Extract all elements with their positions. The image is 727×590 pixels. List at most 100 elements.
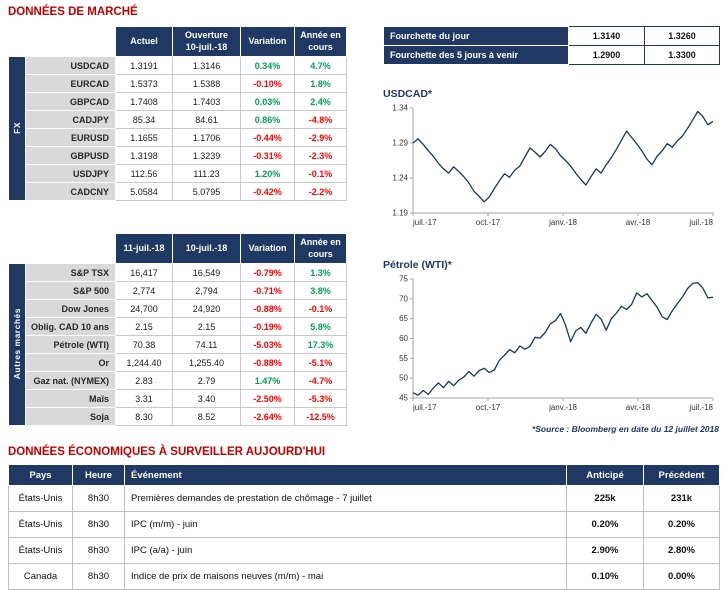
country-cell: États-Unis: [8, 511, 73, 538]
table-row: EURUSD 1.1655 1.1706 -0.44% -2.9%: [9, 128, 347, 147]
wti-line-chart: 45 50 55 60 65 70 75 juil.-17 oct.-17 janv.-18 avr…: [399, 275, 714, 413]
column-header: Ouverture 10-juil.-18: [172, 26, 241, 57]
event-cell: IPC (m/m) - juin: [124, 511, 567, 538]
value-cell: 2.83: [115, 371, 173, 390]
percent-cell: 1.47%: [240, 371, 295, 390]
row-label: USDJPY: [25, 164, 116, 183]
percent-cell: -0.88%: [240, 353, 295, 372]
column-header: Année en cours: [294, 233, 347, 264]
wti-chart-title: Pétrole (WTI)*: [383, 259, 452, 271]
forecast-cell: 225k: [566, 485, 644, 512]
row-label: S&P 500: [25, 281, 116, 300]
row-label: Soja: [25, 407, 116, 426]
y-tick-label: 1.34: [392, 104, 408, 113]
row-label: USDCAD: [25, 56, 116, 75]
value-cell: 1.3239: [172, 146, 241, 165]
price-line: [412, 281, 714, 396]
x-tick-label: juil.-18: [688, 403, 713, 412]
row-label: Oblig. CAD 10 ans: [25, 317, 116, 336]
percent-cell: -0.42%: [240, 182, 295, 201]
row-label: Gaz nat. (NYMEX): [25, 371, 116, 390]
econ-column-header: Pays: [8, 464, 73, 486]
range-label: Fourchette des 5 jours à venir: [383, 45, 569, 65]
range-low-value: 1.3140: [568, 26, 645, 46]
percent-cell: 17.3%: [294, 335, 347, 354]
column-header: Actuel: [115, 26, 173, 57]
range-high-value: 1.3300: [644, 45, 720, 65]
table-row: Or 1,244.40 1,255.40 -0.88% -5.1%: [9, 353, 347, 372]
value-cell: 8.30: [115, 407, 173, 426]
value-cell: 1.5388: [172, 74, 241, 93]
time-cell: 8h30: [72, 511, 125, 538]
percent-cell: -2.64%: [240, 407, 295, 426]
value-cell: 24,700: [115, 299, 173, 318]
economic-data-title: DONNÉES ÉCONOMIQUES À SURVEILLER AUJOURD…: [8, 446, 326, 458]
previous-cell: 2.80%: [643, 537, 720, 564]
value-cell: 1.1706: [172, 128, 241, 147]
economic-calendar-table: Pays Heure Événement Anticipé Précédent États…: [8, 464, 720, 590]
country-cell: Canada: [8, 563, 73, 590]
y-tick-label: 55: [399, 354, 408, 363]
previous-cell: 0.00%: [643, 563, 720, 590]
value-cell: 1.3191: [115, 56, 173, 75]
value-cell: 24,920: [172, 299, 241, 318]
time-cell: 8h30: [72, 485, 125, 512]
usdcad-line-chart: 1.19 1.24 1.29 1.34 juil.-17 oct.-17 janv.-18 a…: [392, 104, 713, 228]
row-label: Dow Jones: [25, 299, 116, 318]
column-header: 11-juil.-18: [115, 233, 173, 264]
value-cell: 84.61: [172, 110, 241, 129]
row-label: EURCAD: [25, 74, 116, 93]
percent-cell: -0.1%: [294, 299, 347, 318]
value-cell: 5.0795: [172, 182, 241, 201]
previous-cell: 231k: [643, 485, 720, 512]
value-cell: 1.3198: [115, 146, 173, 165]
value-cell: 1.7408: [115, 92, 173, 111]
value-cell: 74.11: [172, 335, 241, 354]
time-cell: 8h30: [72, 563, 125, 590]
table-corner-blank: [8, 26, 116, 57]
table-corner-blank: [8, 233, 116, 264]
econ-column-header: Événement: [124, 464, 567, 486]
row-label: CADCNY: [25, 182, 116, 201]
percent-cell: 3.8%: [294, 281, 347, 300]
x-tick-label: avr.-18: [626, 218, 651, 227]
percent-cell: 1.3%: [294, 263, 347, 282]
x-tick-label: juil.-18: [688, 218, 713, 227]
percent-cell: 5.8%: [294, 317, 347, 336]
event-cell: Indice de prix de maisons neuves (m/m) -…: [124, 563, 567, 590]
table-row: CADJPY 85.34 84.61 0.86% -4.8%: [9, 110, 347, 129]
table-row: GBPUSD 1.3198 1.3239 -0.31% -2.3%: [9, 146, 347, 165]
table-row: GBPCAD 1.7408 1.7403 0.03% 2.4%: [9, 92, 347, 111]
value-cell: 5.0584: [115, 182, 173, 201]
value-cell: 1,255.40: [172, 353, 241, 372]
row-label: Pétrole (WTI): [25, 335, 116, 354]
other-markets-table: 11-juil.-18 10-juil.-18 Variation Année en …: [8, 233, 347, 426]
percent-cell: -12.5%: [294, 407, 347, 426]
value-cell: 3.31: [115, 389, 173, 408]
x-tick-label: juil.-17: [412, 403, 437, 412]
row-label: CADJPY: [25, 110, 116, 129]
percent-cell: -2.3%: [294, 146, 347, 165]
table-row: USDJPY 112.56 111.23 1.20% -0.1%: [9, 164, 347, 183]
econ-column-header: Précédent: [643, 464, 720, 486]
event-cell: Premières demandes de prestation de chôm…: [124, 485, 567, 512]
table-row: EURCAD 1.5373 1.5388 -0.10% 1.8%: [9, 74, 347, 93]
y-tick-label: 65: [399, 314, 408, 323]
x-tick-label: juil.-17: [412, 218, 437, 227]
value-cell: 1.1655: [115, 128, 173, 147]
econ-column-header: Heure: [72, 464, 125, 486]
y-tick-label: 1.24: [392, 174, 408, 183]
column-header: Variation: [240, 26, 295, 57]
percent-cell: -4.7%: [294, 371, 347, 390]
value-cell: 2,774: [115, 281, 173, 300]
value-cell: 70.38: [115, 335, 173, 354]
value-cell: 1.5373: [115, 74, 173, 93]
percent-cell: -0.19%: [240, 317, 295, 336]
table-row: FX USDCAD 1.3191 1.3146 0.34% 4.7%: [8, 56, 347, 201]
y-tick-label: 1.29: [392, 139, 408, 148]
group-label-cell: Autres marchés: [8, 263, 26, 426]
range-row: Fourchette du jour 1.3140 1.3260: [383, 26, 720, 46]
percent-cell: -2.9%: [294, 128, 347, 147]
row-label: S&P TSX: [25, 263, 116, 282]
